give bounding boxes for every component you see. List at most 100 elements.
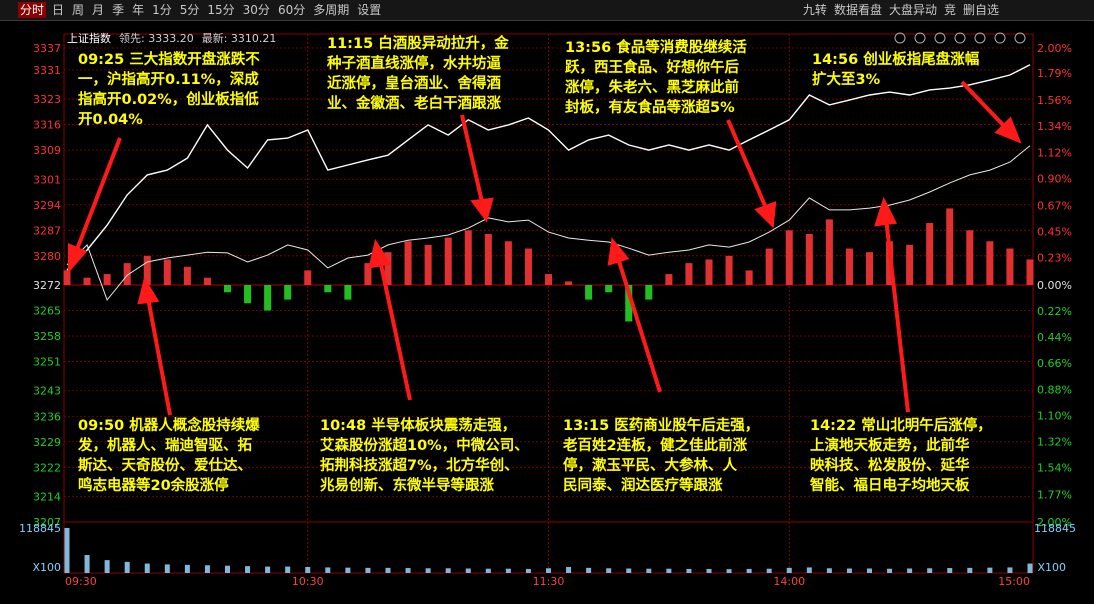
annotation-text: 开0.04%: [78, 111, 143, 128]
breadth-bar: [585, 285, 593, 300]
toolbar-button[interactable]: 周: [72, 3, 85, 17]
y2-tick-label: 1.77%: [1037, 489, 1072, 502]
y-tick-label: 3309: [33, 144, 61, 157]
breadth-bar: [163, 259, 171, 285]
y2-tick-label: 0.23%: [1037, 252, 1072, 265]
breadth-bar: [63, 270, 71, 285]
y-tick-label: 3323: [33, 93, 61, 106]
y2-tick-label: 1.56%: [1037, 94, 1072, 107]
annotation-text: 映科技、松发股份、延华: [810, 456, 970, 474]
tool-icon: [994, 32, 1006, 44]
arrowhead: [137, 276, 160, 305]
price-line: [66, 64, 1031, 271]
toolbar-button[interactable]: 30分: [242, 3, 270, 17]
volume-bar: [124, 561, 130, 573]
volume-bar: [405, 568, 411, 573]
toolbar-button[interactable]: 大盘异动: [888, 3, 937, 17]
annotation-text: 艾森股份涨超10%，中微公司、: [320, 436, 529, 454]
volume-bar: [425, 568, 431, 573]
breadth-bar: [344, 285, 352, 300]
y-tick-label: 3294: [33, 199, 61, 212]
breadth-bar: [83, 277, 91, 285]
volume-bar: [1027, 563, 1033, 573]
annotation-text: 09:50 机器人概念股持续爆: [78, 416, 260, 434]
toolbar-button[interactable]: 60分: [277, 3, 306, 17]
volume-bar: [846, 568, 852, 573]
volume-bar: [606, 568, 612, 573]
y-tick-label: 3207: [33, 516, 61, 529]
breadth-bar: [645, 285, 653, 300]
toolbar: 分时日周月季年 1分 5分 15分 30分 60分 多周期 设置 删自选竞大盘异动 数据看盘 九转: [0, 0, 1094, 21]
breadth-bar: [524, 248, 532, 285]
toolbar-button[interactable]: 数据看盘: [833, 3, 882, 17]
annotation-text: 一，沪指高开0.11%，深成: [78, 70, 259, 88]
x-tick-label: 11:30: [533, 575, 565, 588]
volume-bar: [987, 567, 993, 573]
toolbar-button[interactable]: 季: [112, 3, 125, 17]
arrow: [378, 259, 412, 401]
breadth-bar: [946, 208, 954, 285]
volume-bar: [485, 568, 491, 573]
volume-tick-label: 118845: [19, 522, 61, 535]
y2-tick-label: 2.00%: [1037, 42, 1072, 55]
volume-bar: [465, 568, 471, 573]
toolbar-button[interactable]: 1分: [152, 3, 172, 17]
volume-tick-label: 118845: [1034, 522, 1076, 535]
volume-bar: [505, 568, 511, 573]
y2-tick-label: 2.00%: [1037, 516, 1072, 529]
x-tick-label: 15:00: [998, 575, 1030, 588]
volume-bar: [204, 565, 210, 573]
breadth-bar: [444, 237, 452, 285]
volume-bar: [726, 569, 732, 573]
breadth-bar: [665, 274, 673, 285]
arrow: [146, 297, 172, 416]
y-tick-label: 3236: [33, 410, 61, 423]
toolbar-button[interactable]: 日: [52, 3, 65, 17]
arrowhead: [754, 200, 777, 229]
toolbar-button[interactable]: 分时: [18, 2, 47, 18]
volume-bar: [646, 568, 652, 573]
y-tick-label: 3280: [33, 250, 61, 263]
volume-bar: [947, 568, 953, 573]
breadth-bar: [484, 233, 492, 285]
y-tick-label: 3251: [33, 356, 61, 369]
breadth-bar: [203, 277, 211, 285]
volume-bar: [666, 568, 672, 573]
volume-bar: [184, 564, 190, 573]
toolbar-button[interactable]: 年: [132, 3, 145, 17]
y2-tick-label: 1.54%: [1037, 461, 1072, 474]
breadth-bar: [745, 270, 753, 285]
volume-bar: [104, 560, 110, 573]
toolbar-button[interactable]: 竞: [943, 3, 956, 17]
volume-bar: [907, 568, 913, 573]
toolbar-button[interactable]: 删自选: [962, 3, 999, 17]
toolbar-button[interactable]: 15分: [207, 3, 235, 17]
breadth-bar: [223, 285, 232, 293]
breadth-bar: [364, 263, 372, 285]
volume-bar: [385, 567, 391, 573]
volume-bar: [345, 567, 351, 573]
volume-bar: [365, 567, 371, 573]
y-tick-label: 3222: [33, 461, 61, 474]
arrow: [960, 80, 1008, 130]
annotation-text: 业、金徽酒、老白干酒跟涨: [327, 94, 501, 112]
annotation-text: 指高开0.02%，创业板指低: [78, 90, 259, 108]
tool-icon: [934, 32, 946, 44]
annotation-text: 10:48 半导体板块震荡走强，: [320, 416, 516, 434]
arrowhead: [470, 197, 494, 223]
toolbar-button[interactable]: 5分: [179, 3, 200, 17]
toolbar-button[interactable]: 九转: [802, 3, 827, 17]
breadth-bar: [986, 241, 994, 285]
toolbar-button[interactable]: 月: [92, 3, 105, 17]
tool-icon: [914, 32, 926, 44]
arrowhead: [68, 242, 88, 274]
toolbar-button[interactable]: 多周期: [313, 3, 350, 17]
breadth-bar: [324, 285, 332, 293]
volume-bar: [325, 567, 331, 573]
annotation-text: 14:22 常山北明午后涨停，: [810, 416, 992, 434]
annotation-text: 封板，有友食品等涨超5%: [565, 98, 735, 116]
annotation-text: 智能、福日电子均地天板: [810, 476, 970, 494]
y2-tick-label: 1.79%: [1037, 67, 1072, 80]
annotation-text: 种子酒直线涨停，水井坊逼: [326, 54, 501, 72]
toolbar-button[interactable]: 设置: [357, 3, 382, 17]
